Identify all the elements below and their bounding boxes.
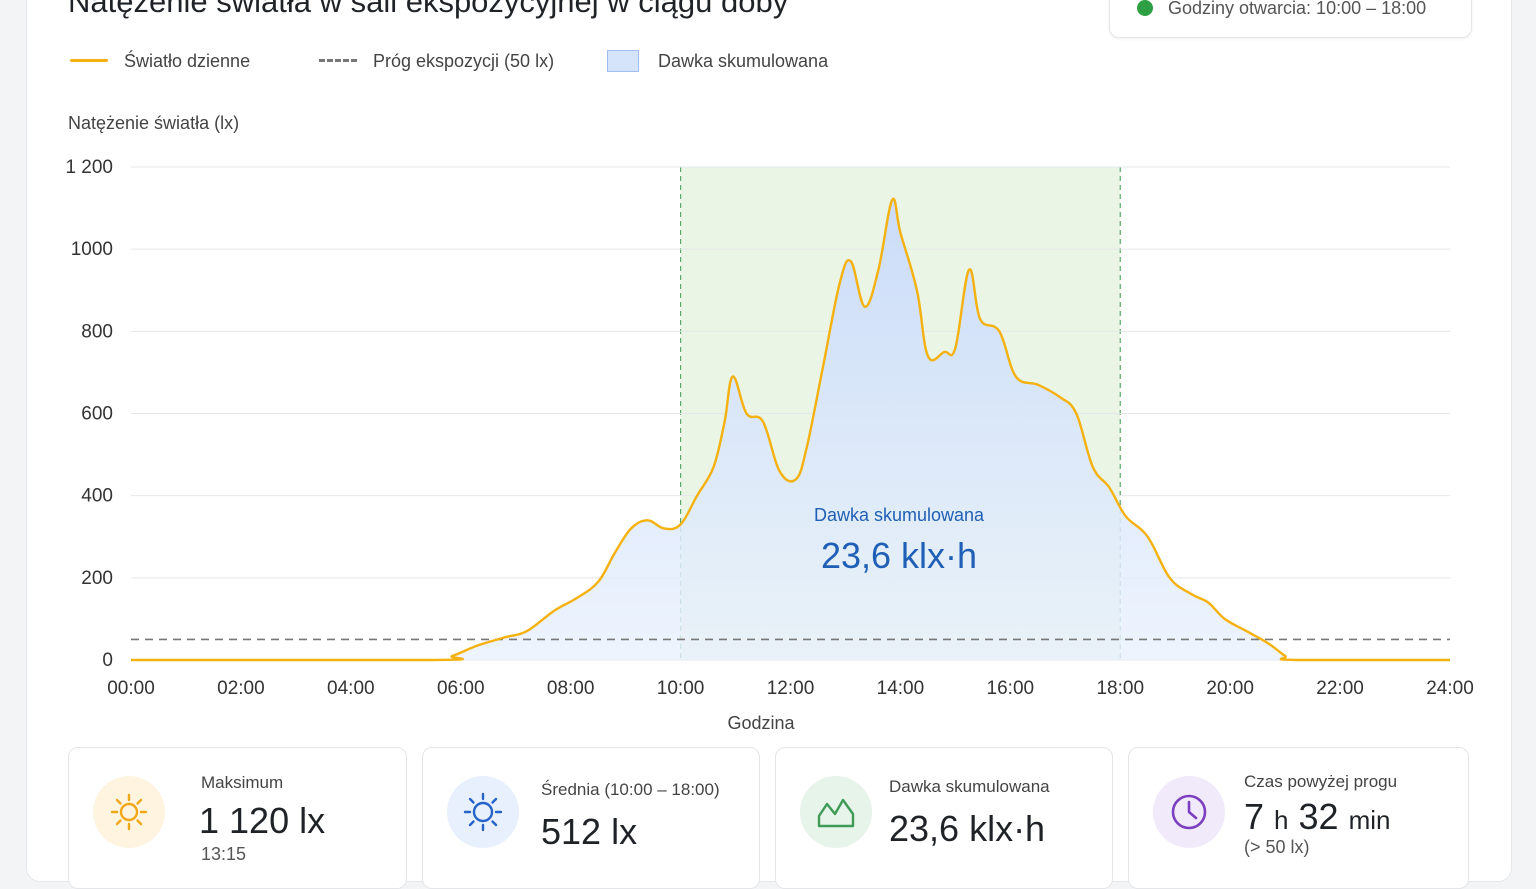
y-tick-label: 200 [81, 568, 113, 589]
opening-hours-badge: Godziny otwarcia: 10:00 – 18:00 [1109, 0, 1472, 38]
daylight-line-swatch [70, 59, 108, 62]
y-tick-label: 600 [81, 404, 113, 425]
stat-icon-bg [93, 776, 165, 848]
stat-value: 1 120 lx [199, 800, 326, 841]
x-tick-label: 02:00 [217, 678, 265, 699]
x-tick-label: 16:00 [987, 678, 1035, 699]
clock-icon [1171, 794, 1207, 830]
stat-card-average: Średnia (10:00 – 18:00) 512 lx [422, 747, 760, 889]
opening-hours-text: Godziny otwarcia: 10:00 – 18:00 [1168, 0, 1427, 18]
x-tick-label: 20:00 [1206, 678, 1254, 699]
x-tick-label: 04:00 [327, 678, 375, 699]
dose-area-swatch [607, 50, 639, 72]
x-tick-label: 18:00 [1096, 678, 1144, 699]
stat-card-time-above-threshold: Czas powyżej progu 7 h 32 min (> 50 lx) [1128, 747, 1469, 889]
stat-sub: (> 50 lx) [1244, 837, 1310, 857]
stat-card-dose: Dawka skumulowana 23,6 klx·h [775, 747, 1113, 889]
threshold-dash-swatch [319, 59, 357, 62]
sun-icon [110, 793, 148, 831]
stat-sub: 13:15 [201, 844, 247, 864]
x-tick-label: 22:00 [1316, 678, 1364, 699]
dose-annotation-label: Dawka skumulowana [814, 505, 985, 525]
hours-value: 7 [1244, 796, 1265, 837]
status-dot-icon [1137, 0, 1153, 16]
x-tick-label: 10:00 [657, 678, 705, 699]
page-title: Natężenie światła w sali ekspozycyjnej w… [68, 0, 789, 19]
stat-icon-bg [800, 776, 872, 848]
hours-unit: h [1274, 805, 1289, 835]
x-tick-label: 24:00 [1426, 678, 1474, 699]
y-tick-label: 0 [102, 650, 113, 671]
area-chart-icon [817, 798, 855, 828]
minutes-unit: min [1348, 805, 1391, 835]
stat-label: Maksimum [201, 773, 284, 792]
x-tick-label: 06:00 [437, 678, 485, 699]
stat-value: 23,6 klx·h [889, 808, 1046, 849]
stat-card-max: Maksimum 1 120 lx 13:15 [68, 747, 407, 889]
stat-label: Czas powyżej progu [1244, 772, 1398, 791]
y-tick-label: 1000 [71, 239, 113, 260]
stat-label: Średnia (10:00 – 18:00) [541, 780, 720, 799]
dose-annotation-value: 23,6 klx·h [821, 535, 977, 576]
y-tick-label: 400 [81, 486, 113, 507]
legend-label-threshold: Próg ekspozycji (50 lx) [373, 51, 555, 71]
minutes-value: 32 [1298, 796, 1339, 837]
light-intensity-chart: Natężenie światła (lx) 0 200 400 600 800 1000… [65, 113, 1474, 733]
sun-outline-icon [463, 792, 503, 832]
daylight-line [131, 197, 1450, 662]
x-axis-label: Godzina [727, 713, 795, 733]
y-tick-label: 800 [81, 321, 113, 342]
stat-icon-bg [1153, 776, 1225, 848]
x-tick-label: 00:00 [107, 678, 155, 699]
legend-label-daylight: Światło dzienne [124, 51, 251, 71]
y-tick-label: 1 200 [65, 157, 113, 178]
y-axis-label: Natężenie światła (lx) [68, 113, 239, 133]
stat-value: 7 h 32 min [1244, 796, 1391, 838]
stat-label: Dawka skumulowana [889, 777, 1050, 796]
stat-icon-bg [447, 776, 519, 848]
x-tick-label: 08:00 [547, 678, 595, 699]
stat-value: 512 lx [541, 811, 638, 852]
legend-label-dose: Dawka skumulowana [658, 51, 829, 71]
dose-area [131, 198, 1450, 660]
x-tick-label: 14:00 [877, 678, 925, 699]
x-tick-label: 12:00 [767, 678, 815, 699]
